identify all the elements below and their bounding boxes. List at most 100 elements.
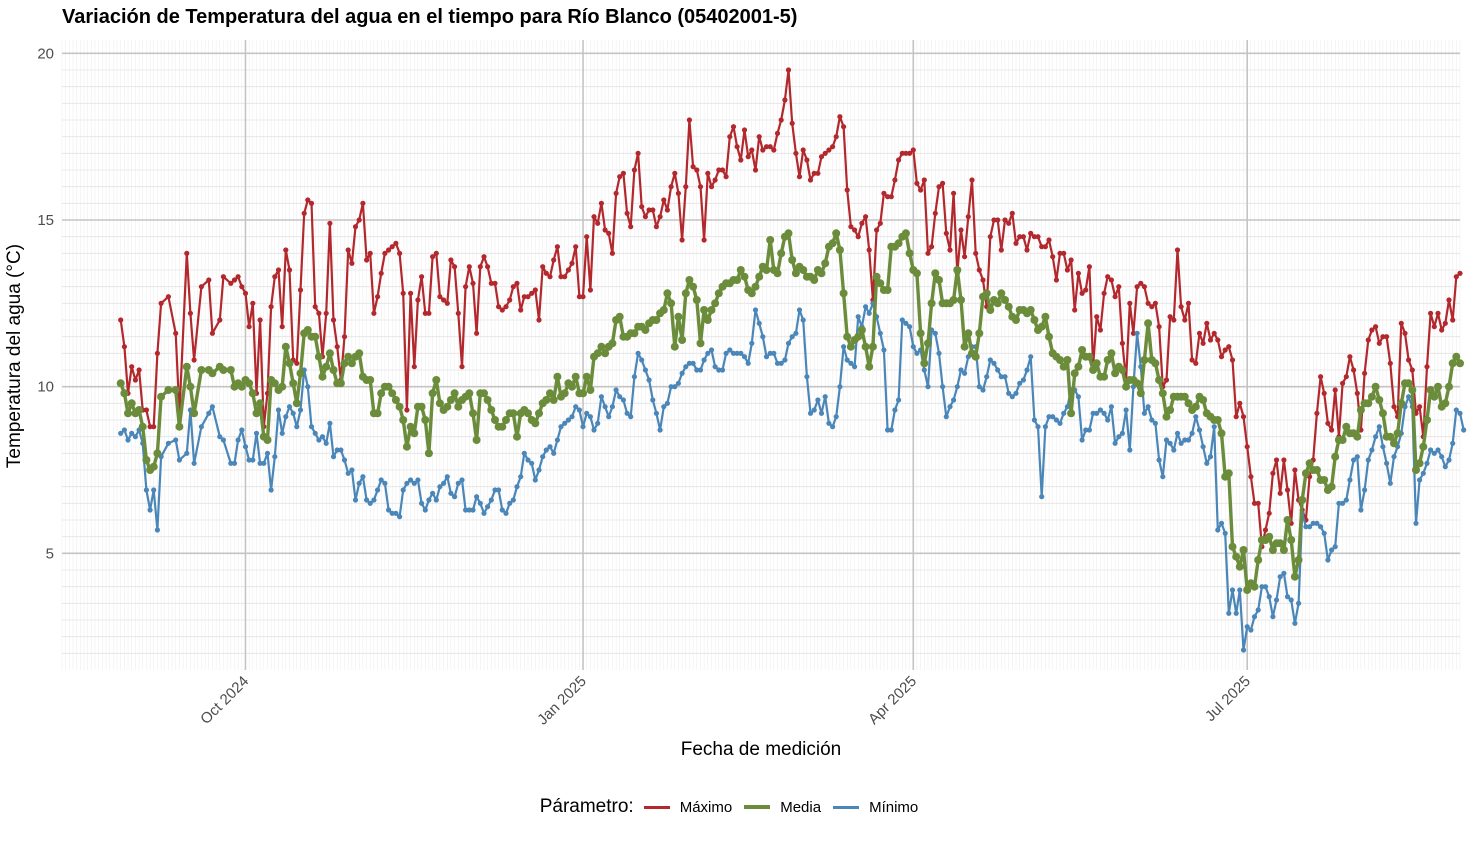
data-point [1006,220,1012,226]
data-point [839,289,848,298]
data-point [1325,420,1331,426]
data-point [198,424,204,430]
data-point [323,440,329,446]
data-point [1070,369,1079,378]
data-point [474,494,480,500]
data-point [1226,344,1232,350]
data-point [591,214,597,220]
data-point [1229,587,1236,593]
data-point [239,284,245,290]
data-point [1435,447,1441,453]
data-point [811,170,817,176]
data-point [932,210,938,216]
data-point [1204,460,1210,466]
data-point [899,317,905,323]
data-point [1064,404,1070,410]
data-point [1387,480,1393,486]
data-point [507,500,513,506]
data-point [154,527,160,533]
data-point [1380,444,1386,450]
data-point [382,250,388,256]
data-point [1284,594,1291,600]
data-point [901,229,910,238]
data-point [1369,327,1375,333]
data-point [573,404,579,410]
data-point [466,264,472,270]
data-point [531,419,540,428]
data-point [936,350,942,356]
data-point [235,274,241,280]
data-point [1079,437,1085,443]
data-point [854,332,863,341]
data-point [285,359,294,368]
data-point [1453,274,1459,280]
data-point [766,236,775,244]
data-point [767,350,773,356]
data-point [921,177,927,183]
series-layer [116,67,1467,653]
data-point [1358,507,1364,513]
data-point [1178,440,1184,446]
data-point [129,430,135,436]
data-point [226,366,235,374]
data-point [835,246,844,254]
data-point [459,364,465,370]
data-point [843,332,852,341]
data-point [253,430,260,436]
legend-label-minimo: Mínimo [869,798,919,816]
legend-key-minimo [833,805,860,809]
data-point [402,442,411,451]
data-point [1398,320,1404,326]
data-point [642,367,649,373]
data-point [863,304,869,310]
data-point [960,342,969,351]
data-point [741,127,748,133]
data-point [727,347,733,353]
data-point [778,117,784,123]
data-point [1028,354,1034,360]
data-point [426,310,432,316]
data-point [598,200,605,206]
data-point [551,450,557,456]
data-point [1331,452,1340,461]
data-point [1277,574,1283,580]
data-point [752,167,759,173]
data-point [1347,477,1353,483]
data-point [1314,410,1320,416]
data-point [1012,316,1020,324]
data-point [175,422,184,431]
data-point [417,402,426,411]
data-point [821,259,830,268]
data-point [1294,556,1303,564]
data-point [1448,359,1457,368]
data-point [668,184,674,190]
data-point [716,167,722,173]
data-point [1127,447,1133,453]
data-point [892,177,898,183]
data-point [624,210,630,216]
data-point [138,422,147,431]
data-point [1119,430,1125,436]
data-point [1211,424,1217,430]
data-point [173,330,179,336]
data-point [466,507,472,513]
data-point [496,487,502,493]
data-point [352,224,359,230]
data-point [1250,582,1259,591]
data-point [158,300,164,306]
data-point [477,264,483,270]
legend-item-minimo: Mínimo [833,799,918,816]
data-point [184,250,190,256]
data-point [1290,572,1299,581]
data-point [663,289,672,298]
data-point [907,324,913,330]
data-point [356,480,362,486]
data-point [1063,356,1072,364]
data-point [973,250,979,256]
data-point [364,257,370,263]
data-point [1039,244,1045,250]
data-point [971,352,980,361]
data-point [976,267,982,273]
data-point [679,237,685,243]
data-point [345,247,351,253]
